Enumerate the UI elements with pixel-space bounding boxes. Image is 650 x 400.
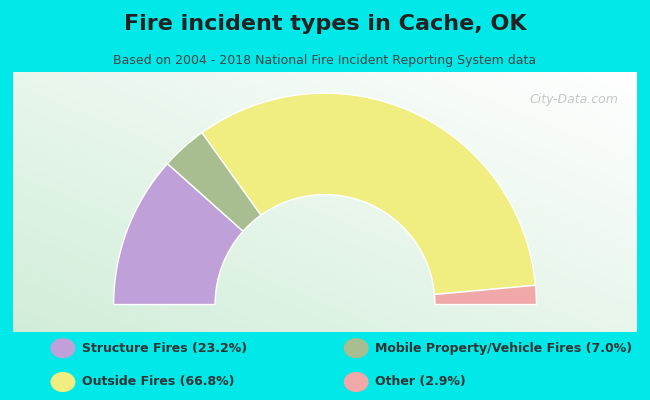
Text: Based on 2004 - 2018 National Fire Incident Reporting System data: Based on 2004 - 2018 National Fire Incid… [114, 54, 536, 67]
Text: Mobile Property/Vehicle Fires (7.0%): Mobile Property/Vehicle Fires (7.0%) [375, 342, 632, 355]
Ellipse shape [344, 372, 369, 392]
Wedge shape [114, 164, 243, 304]
Text: Fire incident types in Cache, OK: Fire incident types in Cache, OK [124, 14, 526, 34]
Text: Structure Fires (23.2%): Structure Fires (23.2%) [82, 342, 247, 355]
Text: Other (2.9%): Other (2.9%) [375, 376, 465, 388]
Ellipse shape [51, 372, 75, 392]
Ellipse shape [344, 338, 369, 358]
Ellipse shape [51, 338, 75, 358]
Text: Outside Fires (66.8%): Outside Fires (66.8%) [82, 376, 234, 388]
Wedge shape [434, 285, 536, 304]
Wedge shape [202, 93, 536, 294]
Text: City-Data.com: City-Data.com [529, 93, 618, 106]
Wedge shape [168, 133, 261, 231]
